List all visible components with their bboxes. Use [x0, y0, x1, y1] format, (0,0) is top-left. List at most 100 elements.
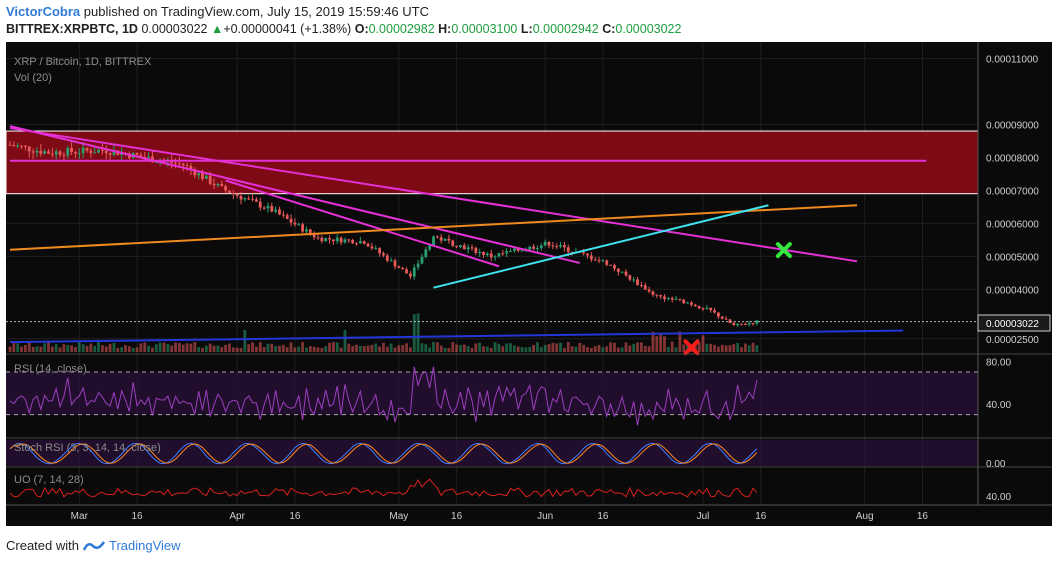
- volume-bar: [686, 343, 689, 352]
- candle: [751, 323, 755, 325]
- volume-bar: [112, 343, 116, 352]
- volume-bar: [678, 331, 682, 352]
- stoch-k-line: [9, 442, 758, 465]
- low-label: L:: [520, 22, 533, 36]
- candle: [89, 150, 93, 154]
- candle: [362, 241, 366, 244]
- candle: [378, 248, 381, 254]
- volume-bar: [570, 346, 574, 352]
- volume-bar: [58, 347, 62, 352]
- candle: [447, 238, 451, 241]
- candle: [174, 162, 177, 164]
- volume-bar: [717, 346, 720, 352]
- candle: [489, 253, 493, 258]
- volume-bar: [370, 344, 374, 352]
- change-value: +0.00000041 (+1.38%): [223, 22, 352, 36]
- candle: [597, 260, 601, 262]
- volume-bar: [751, 342, 755, 352]
- candle: [382, 253, 385, 256]
- candle: [54, 151, 58, 155]
- volume-bar: [655, 336, 659, 352]
- x-tick-label: 16: [755, 511, 767, 522]
- candle: [401, 267, 405, 270]
- axes: Mar 16 Apr 16 May 16 Jun 16 Jul 16 Aug 16 0.00002500…: [6, 42, 1052, 522]
- candle: [555, 246, 559, 248]
- volume-bar: [312, 346, 316, 352]
- candle: [586, 253, 589, 256]
- candle: [459, 245, 462, 248]
- volume-bar: [713, 344, 716, 352]
- rsi-band: [6, 372, 978, 415]
- volume-bar: [143, 342, 147, 352]
- candle: [293, 222, 297, 225]
- volume-bar: [135, 347, 139, 352]
- volume-bar: [651, 331, 655, 352]
- candle: [62, 154, 66, 156]
- volume-bar: [586, 347, 589, 352]
- candle: [27, 146, 31, 152]
- tradingview-brand[interactable]: TradingView: [108, 538, 181, 553]
- candle: [736, 323, 740, 326]
- candle: [74, 152, 77, 154]
- volume-bar: [220, 347, 224, 352]
- volume-bar: [516, 346, 520, 352]
- candle: [424, 249, 428, 257]
- sell-marker: [683, 339, 700, 356]
- volume-bar: [251, 342, 254, 352]
- rsi-line: [9, 366, 758, 426]
- tradingview-logo-icon: [82, 540, 105, 551]
- candle: [231, 193, 235, 195]
- candle: [609, 264, 612, 266]
- candle: [543, 241, 547, 246]
- volume-bar: [582, 344, 586, 352]
- candle: [466, 247, 470, 250]
- volume-bar: [339, 347, 343, 352]
- close-value: 0.00003022: [615, 22, 682, 36]
- candle: [705, 307, 709, 310]
- volume-bar: [524, 347, 528, 352]
- candle: [486, 253, 489, 256]
- candle: [740, 323, 743, 325]
- candle: [339, 237, 343, 243]
- candle: [297, 224, 301, 226]
- x-tick-label: 16: [451, 511, 463, 522]
- y-tick-label: 0.00011000: [986, 54, 1039, 65]
- volume-bar: [493, 342, 497, 352]
- candle: [505, 251, 509, 254]
- volume-bar: [470, 347, 474, 352]
- volume-bar: [124, 345, 127, 352]
- volume-bar: [228, 343, 231, 352]
- volume-bar: [740, 347, 743, 352]
- x-tick-label: 16: [131, 511, 143, 522]
- high-label: H:: [438, 22, 452, 36]
- candle: [435, 236, 439, 238]
- candle: [613, 265, 616, 269]
- candle: [717, 312, 720, 317]
- candle: [204, 175, 208, 179]
- high-value: 0.00003100: [451, 22, 518, 36]
- volume-bar: [305, 347, 308, 352]
- x-tick-label: Jun: [537, 511, 553, 522]
- last-price-tag-label: 0.00003022: [986, 319, 1039, 330]
- up-arrow-icon: ▲: [210, 22, 224, 36]
- author-name[interactable]: VictorCobra: [6, 4, 81, 19]
- y-tick-label: 0.00005000: [986, 252, 1039, 263]
- candle: [351, 239, 355, 244]
- volume-bar: [405, 343, 408, 352]
- candle: [659, 295, 663, 297]
- chart-area[interactable]: Mar 16 Apr 16 May 16 Jun 16 Jul 16 Aug 16 0.00002500…: [0, 0, 1058, 530]
- volume-bar: [231, 347, 235, 352]
- candle: [566, 247, 570, 252]
- volume-bar: [636, 342, 639, 352]
- candle: [193, 169, 197, 176]
- volume-bar: [605, 346, 609, 352]
- volume-bar: [185, 343, 189, 352]
- candle: [674, 298, 678, 300]
- candle: [366, 243, 370, 247]
- candle: [678, 298, 682, 300]
- candle: [539, 245, 543, 249]
- volume-bar: [116, 347, 120, 352]
- volume-bar: [613, 342, 616, 352]
- candle: [743, 324, 747, 326]
- volume-bar: [189, 343, 193, 352]
